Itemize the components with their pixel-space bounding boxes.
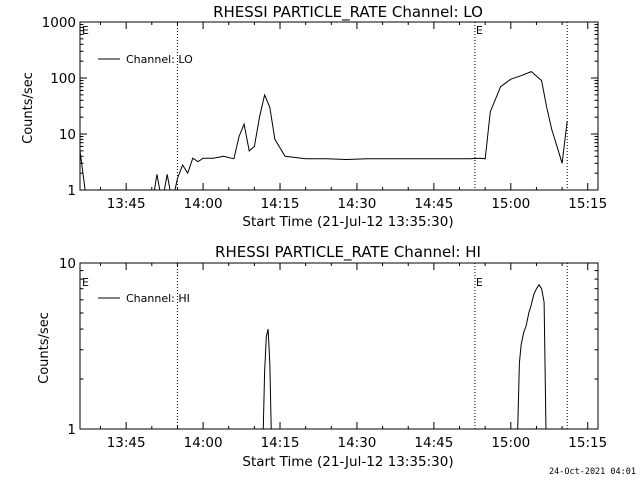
footer-timestamp: 24-Oct-2021 04:01 — [549, 467, 636, 477]
chart-hi-legend-label: Channel: HI — [126, 292, 190, 305]
chart-lo-xtick-label: 14:00 — [184, 196, 223, 212]
chart-lo-plot-frame — [79, 21, 599, 191]
chart-lo-ytick-label: 100 — [50, 71, 76, 87]
chart-hi-eclipse-marker: E — [82, 276, 89, 289]
chart-hi-xtick-label: 15:00 — [491, 435, 530, 451]
chart-lo: 13:45 14:00 14:15 14:30 14:45 15:00 15:15 1 10 10… — [42, 15, 608, 212]
chart-lo-xlabel: Start Time (21-Jul-12 13:35:30) — [242, 214, 453, 230]
chart-hi-xtick-label: 14:15 — [261, 435, 300, 451]
chart-lo-title: RHESSI PARTICLE_RATE Channel: LO — [213, 3, 483, 22]
chart-hi-series-line — [262, 283, 547, 429]
chart-hi-xtick-label: 14:30 — [337, 435, 376, 451]
chart-hi-xtick-label: 14:00 — [184, 435, 223, 451]
chart-hi-title: RHESSI PARTICLE_RATE Channel: HI — [215, 243, 481, 262]
chart-lo-eclipse-marker: E — [82, 24, 89, 37]
chart-lo-ytick-label: 1 — [67, 183, 76, 199]
chart-lo-xtick-label: 14:15 — [261, 196, 300, 212]
chart-hi-ytick-label: 1 — [67, 422, 76, 438]
chart-lo-xtick-label: 15:15 — [568, 196, 607, 212]
chart-hi-eclipse-marker: E — [476, 276, 483, 289]
chart-hi-xtick-label: 14:45 — [414, 435, 453, 451]
chart-hi-plot-frame — [79, 262, 599, 430]
chart-lo-xtick-label: 14:45 — [414, 196, 453, 212]
chart-lo-xtick-label: 15:00 — [491, 196, 530, 212]
chart-hi-xtick-label: 13:45 — [107, 435, 146, 451]
chart-hi-ylabel: Counts/sec — [37, 312, 52, 384]
chart-lo-xtick-label: 14:30 — [337, 196, 376, 212]
chart-lo-ylabel: Counts/sec — [21, 72, 36, 144]
chart-lo-ytick-label: 10 — [59, 127, 76, 143]
chart-lo-ytick-label: 1000 — [42, 15, 76, 31]
chart-lo-legend-label: Channel: LO — [126, 53, 193, 66]
chart-hi-xtick-label: 15:15 — [568, 435, 607, 451]
chart-lo-series-line — [80, 71, 568, 190]
chart-hi: 13:45 14:00 14:15 14:30 14:45 15:00 15:15 1 10 E E… — [59, 256, 607, 451]
chart-hi-ytick-label: 10 — [59, 256, 76, 272]
chart-lo-eclipse-marker: E — [476, 24, 483, 37]
chart-lo-xtick-label: 13:45 — [107, 196, 146, 212]
chart-hi-xlabel: Start Time (21-Jul-12 13:35:30) — [242, 454, 453, 470]
